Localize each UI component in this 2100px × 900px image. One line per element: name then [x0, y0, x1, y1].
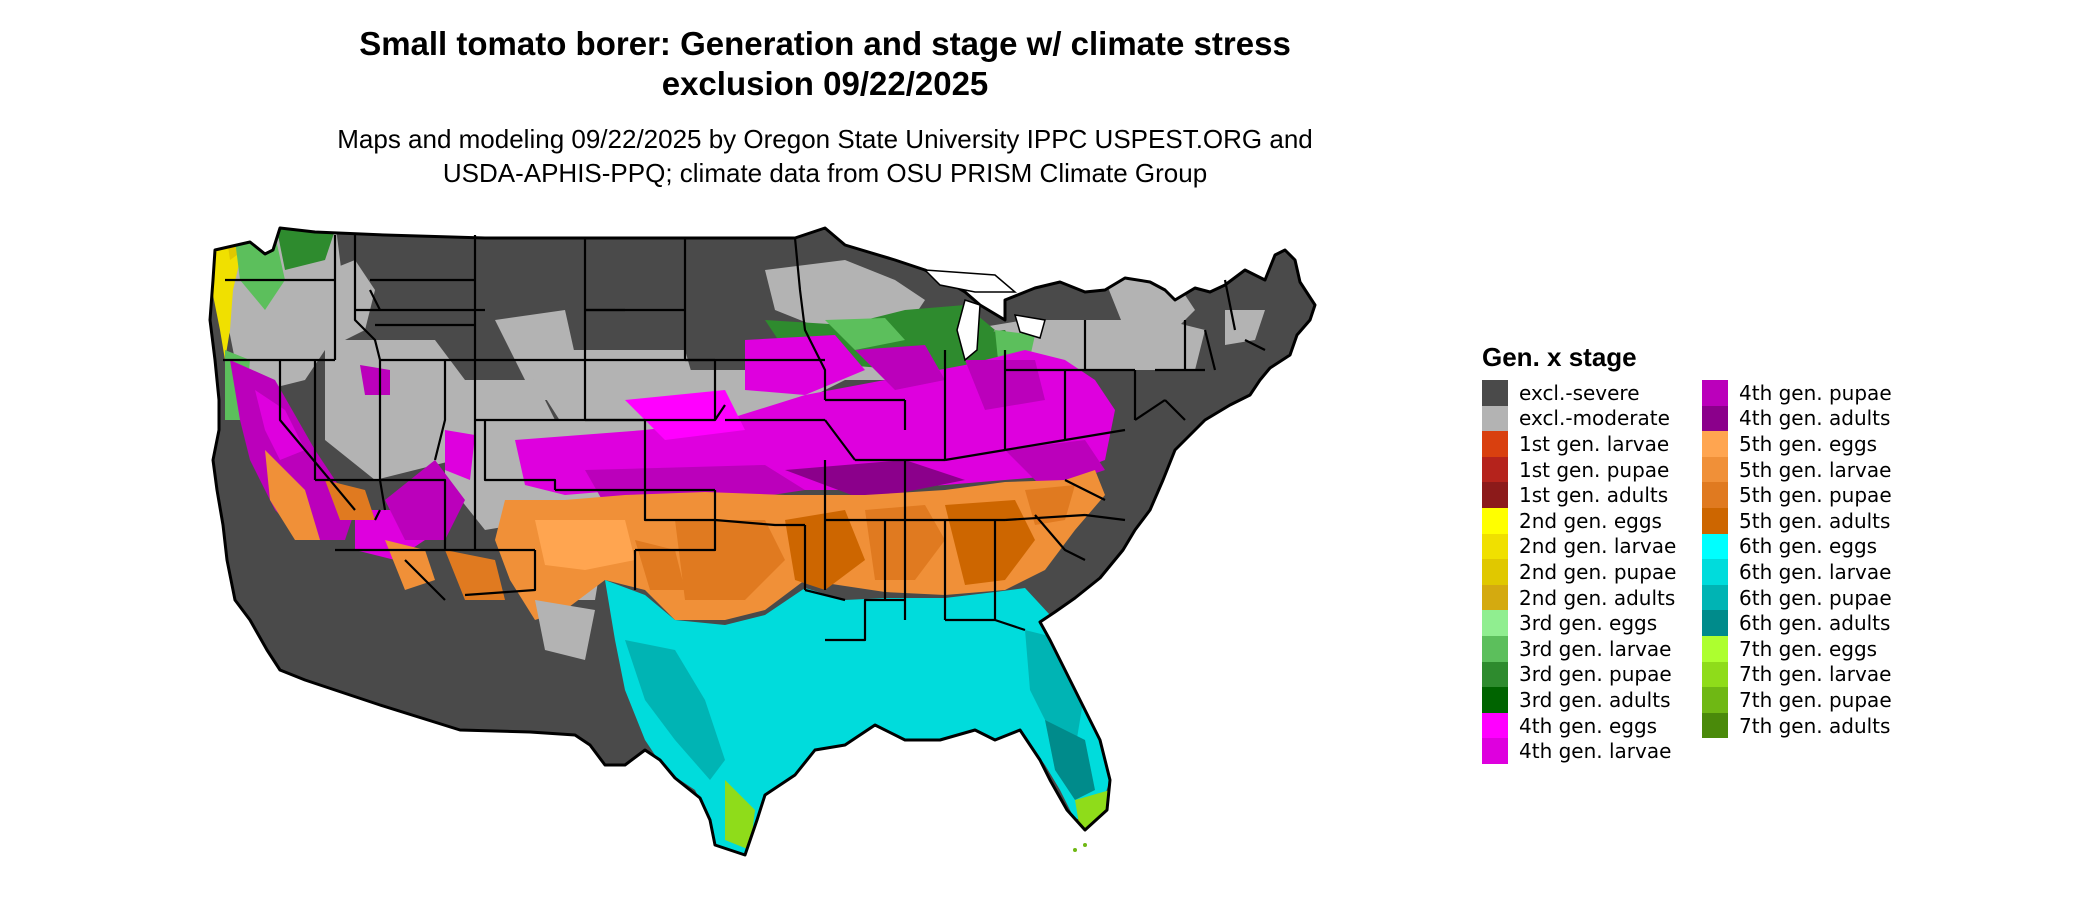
legend-label: 2nd gen. larvae: [1519, 534, 1677, 559]
legend-item: 6th gen. larvae: [1702, 559, 1892, 585]
legend-label: 5th gen. adults: [1739, 508, 1891, 533]
legend-item: 2nd gen. adults: [1482, 584, 1676, 611]
legend-label: 7th gen. adults: [1739, 713, 1891, 738]
legend-item: 7th gen. eggs: [1702, 635, 1892, 662]
legend-item: 3rd gen. pupae: [1482, 661, 1676, 688]
legend-item: 4th gen. pupae: [1702, 380, 1892, 406]
legend-item: 1st gen. adults: [1482, 482, 1676, 508]
legend-item: 3rd gen. eggs: [1482, 610, 1676, 636]
legend-item: 2nd gen. larvae: [1482, 533, 1677, 560]
legend-swatch: [1482, 584, 1508, 611]
legend-swatch: [1482, 712, 1508, 739]
legend-label: 1st gen. pupae: [1519, 457, 1670, 482]
legend-swatch: [1702, 380, 1728, 406]
legend-label: 5th gen. larvae: [1739, 457, 1892, 482]
legend-column-2: 4th gen. pupae 4th gen. adults 5th gen. eg…: [1702, 380, 1892, 739]
legend-label: 6th gen. eggs: [1739, 534, 1878, 559]
legend-label: 6th gen. pupae: [1739, 585, 1892, 610]
legend-label: 2nd gen. pupae: [1519, 559, 1677, 584]
legend-swatch: [1702, 687, 1728, 713]
legend-label: 4th gen. larvae: [1519, 739, 1672, 764]
legend-swatch: [1702, 584, 1728, 611]
legend-item: 2nd gen. eggs: [1482, 507, 1676, 534]
legend-label: 3rd gen. larvae: [1519, 636, 1672, 661]
us-map: [205, 220, 1455, 895]
legend-item: 2nd gen. pupae: [1482, 559, 1676, 585]
legend-swatch: [1702, 712, 1728, 739]
legend-swatch: [1482, 533, 1508, 560]
map-title-line-2: exclusion 09/22/2025: [661, 65, 989, 102]
legend-item: 7th gen. larvae: [1702, 661, 1892, 688]
legend-item: 3rd gen. adults: [1482, 687, 1676, 713]
legend-title: Gen. x stage: [1482, 342, 1637, 372]
map-subtitle-line-1: Maps and modeling 09/22/2025 by Oregon S…: [337, 124, 1313, 154]
legend-swatch: [1702, 533, 1728, 560]
legend-label: 4th gen. eggs: [1519, 713, 1658, 738]
legend-label: 2nd gen. eggs: [1519, 508, 1662, 533]
legend-swatch: [1482, 661, 1508, 688]
legend-swatch: [1702, 635, 1728, 662]
legend-label: 5th gen. eggs: [1739, 431, 1878, 456]
legend-swatch: [1482, 507, 1508, 534]
legend-label: 7th gen. pupae: [1739, 687, 1892, 712]
legend-swatch: [1702, 456, 1728, 483]
map-subtitle-line-2: USDA-APHIS-PPQ; climate data from OSU PR…: [442, 158, 1208, 188]
legend-label: 5th gen. pupae: [1739, 483, 1892, 508]
legend-label: 4th gen. adults: [1739, 406, 1891, 431]
legend-swatch: [1482, 635, 1508, 662]
state-boundaries: [223, 235, 1266, 642]
legend-item: 6th gen. pupae: [1702, 584, 1892, 611]
legend-item: 1st gen. larvae: [1482, 431, 1676, 457]
legend-swatch: [1702, 559, 1728, 585]
legend-swatch: [1702, 661, 1728, 688]
legend-swatch: [1482, 610, 1508, 636]
legend-item: 5th gen. pupae: [1702, 482, 1892, 508]
legend-item: 4th gen. eggs: [1482, 712, 1676, 739]
legend-column-1: excl.-severe excl.-moderate 1st gen. larva…: [1482, 380, 1676, 764]
legend-swatch: [1482, 456, 1508, 483]
legend-label: excl.-severe: [1519, 380, 1640, 405]
legend-item: 5th gen. adults: [1702, 507, 1892, 534]
legend-label: 1st gen. larvae: [1519, 431, 1670, 456]
legend-swatch: [1702, 610, 1728, 636]
legend-label: 6th gen. adults: [1739, 611, 1891, 636]
legend-label: 3rd gen. pupae: [1519, 662, 1672, 687]
legend-item: excl.-moderate: [1482, 405, 1676, 432]
legend-item: 6th gen. adults: [1702, 610, 1892, 636]
legend-swatch: [1482, 405, 1508, 432]
legend-item: 4th gen. adults: [1702, 405, 1892, 432]
legend-item: 1st gen. pupae: [1482, 456, 1676, 483]
legend-swatch: [1482, 482, 1508, 508]
map-title-line-1: Small tomato borer: Generation and stage…: [359, 25, 1291, 62]
legend-label: 1st gen. adults: [1519, 483, 1669, 508]
legend-item: 7th gen. pupae: [1702, 687, 1892, 713]
legend-label: 7th gen. eggs: [1739, 636, 1878, 661]
legend-item: excl.-severe: [1482, 380, 1676, 406]
legend-swatch: [1482, 380, 1508, 406]
legend-label: 7th gen. larvae: [1739, 662, 1892, 687]
legend-label: 4th gen. pupae: [1739, 380, 1892, 405]
legend-label: 2nd gen. adults: [1519, 585, 1676, 610]
legend-item: 6th gen. eggs: [1702, 533, 1892, 560]
legend-label: 3rd gen. adults: [1519, 687, 1671, 712]
legend-swatch: [1482, 431, 1508, 457]
legend-swatch: [1482, 687, 1508, 713]
legend-label: excl.-moderate: [1519, 406, 1670, 431]
legend-label: 6th gen. larvae: [1739, 559, 1892, 584]
legend-swatch: [1702, 431, 1728, 457]
legend-item: 3rd gen. larvae: [1482, 635, 1676, 662]
legend-item: 4th gen. larvae: [1482, 738, 1676, 764]
legend-swatch: [1482, 738, 1508, 764]
legend-item: 7th gen. adults: [1702, 712, 1892, 739]
legend-swatch: [1702, 507, 1728, 534]
legend-swatch: [1482, 559, 1508, 585]
legend-label: 3rd gen. eggs: [1519, 611, 1658, 636]
legend-swatch: [1702, 405, 1728, 432]
map-regions: [210, 228, 1315, 855]
legend-swatch: [1702, 482, 1728, 508]
legend-item: 5th gen. eggs: [1702, 431, 1892, 457]
legend-item: 5th gen. larvae: [1702, 456, 1892, 483]
